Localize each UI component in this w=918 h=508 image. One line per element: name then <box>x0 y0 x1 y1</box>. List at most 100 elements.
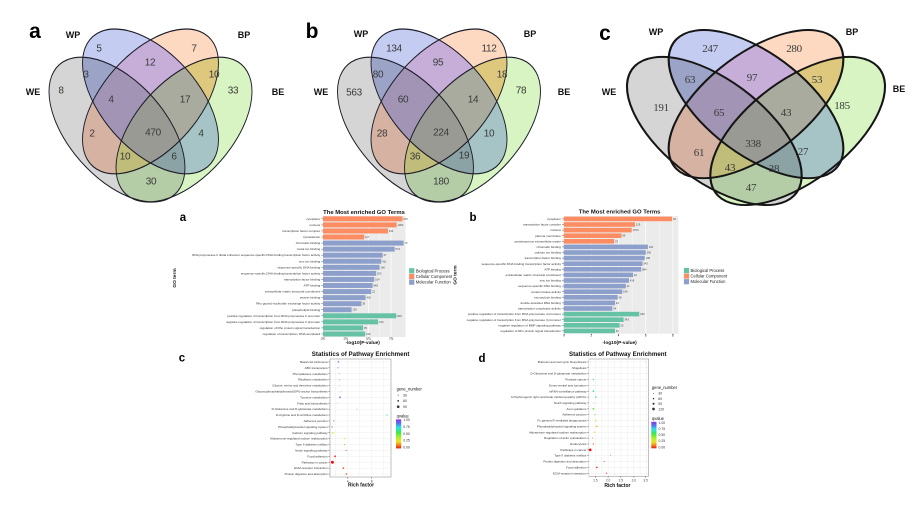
svg-text:GO term: GO term <box>172 268 178 287</box>
svg-text:Focal adhesion: Focal adhesion <box>307 454 328 458</box>
svg-text:Type II diabetes mellitus: Type II diabetes mellitus <box>554 454 587 458</box>
svg-text:216: 216 <box>366 332 371 336</box>
svg-text:Shigellosis: Shigellosis <box>572 366 587 370</box>
svg-text:2.0: 2.0 <box>606 479 611 483</box>
svg-text:0.00: 0.00 <box>659 445 666 449</box>
svg-text:BP: BP <box>238 30 251 40</box>
svg-text:Cellular Component: Cellular Component <box>416 274 453 279</box>
svg-text:d: d <box>478 353 485 365</box>
svg-text:203: 203 <box>377 271 382 275</box>
svg-text:30: 30 <box>658 392 662 396</box>
svg-text:regulation of transcription, D: regulation of transcription, DNA-templat… <box>263 332 321 336</box>
svg-text:0.00: 0.00 <box>403 446 410 450</box>
svg-text:protein kinase activity: protein kinase activity <box>531 290 561 294</box>
svg-text:313: 313 <box>379 320 384 324</box>
svg-text:36: 36 <box>410 152 421 163</box>
svg-text:132: 132 <box>389 229 394 233</box>
svg-text:30: 30 <box>146 177 157 188</box>
svg-text:976: 976 <box>403 217 408 221</box>
svg-text:1.00: 1.00 <box>659 421 666 425</box>
svg-text:280: 280 <box>786 43 802 55</box>
svg-text:Fatty acid biosynthesis: Fatty acid biosynthesis <box>297 401 328 405</box>
svg-text:98: 98 <box>619 295 622 299</box>
svg-text:75: 75 <box>615 239 618 243</box>
svg-text:Adherens junction: Adherens junction <box>304 419 328 423</box>
svg-text:10: 10 <box>209 70 220 81</box>
svg-text:nucleus: nucleus <box>550 228 561 232</box>
svg-text:8: 8 <box>672 334 674 338</box>
svg-text:Phosphatidylinositol signaling: Phosphatidylinositol signaling system <box>278 425 328 429</box>
svg-text:negative regulation of transcr: negative regulation of transcription fro… <box>226 320 320 324</box>
svg-text:chromatin binding: chromatin binding <box>536 245 561 249</box>
svg-text:103: 103 <box>649 245 654 249</box>
svg-text:41: 41 <box>627 284 630 288</box>
svg-text:1.5: 1.5 <box>593 479 598 483</box>
svg-text:60: 60 <box>398 95 409 106</box>
svg-text:5: 5 <box>96 44 102 55</box>
svg-text:Statistics of Pathway Enrichme: Statistics of Pathway Enrichment <box>312 351 410 358</box>
svg-text:BE: BE <box>893 84 906 94</box>
svg-text:1054: 1054 <box>397 223 403 227</box>
svg-text:24: 24 <box>616 301 619 305</box>
svg-text:Molecular Function: Molecular Function <box>416 280 452 285</box>
svg-text:Protein digestion and absorpti: Protein digestion and absorption <box>285 472 328 476</box>
svg-text:38: 38 <box>769 163 780 175</box>
svg-text:extracellular matrix structura: extracellular matrix structural constitu… <box>506 273 562 277</box>
svg-text:Phenylalanine metabolism: Phenylalanine metabolism <box>293 372 329 376</box>
svg-text:ECM-receptor interaction: ECM-receptor interaction <box>553 471 587 475</box>
svg-text:0.75: 0.75 <box>403 425 410 429</box>
svg-text:14: 14 <box>468 95 479 106</box>
svg-text:65: 65 <box>714 107 725 119</box>
svg-text:Protein digestion and absorpti: Protein digestion and absorption <box>543 460 586 464</box>
svg-text:D-Glutamine and D-glutamate me: D-Glutamine and D-glutamate metabolism <box>272 407 329 411</box>
svg-text:nucleus: nucleus <box>310 223 321 227</box>
svg-text:BE: BE <box>558 87 571 97</box>
svg-text:sequence-specific DNA binding: sequence-specific DNA binding <box>518 284 561 288</box>
svg-text:1.00: 1.00 <box>403 418 410 422</box>
svg-text:chromatin binding: chromatin binding <box>296 241 321 245</box>
svg-text:30: 30 <box>403 393 407 397</box>
svg-text:97: 97 <box>747 72 758 84</box>
svg-text:transcription factor binding: transcription factor binding <box>284 277 321 281</box>
svg-text:2: 2 <box>89 129 95 140</box>
svg-text:90: 90 <box>658 402 662 406</box>
svg-text:Rich factor: Rich factor <box>604 483 630 489</box>
svg-text:Butirosin and neomycin biosynt: Butirosin and neomycin biosynthesis <box>538 360 587 364</box>
svg-text:microtubule binding: microtubule binding <box>534 295 561 299</box>
svg-text:ABC transporters: ABC transporters <box>305 366 329 370</box>
svg-text:gene_number: gene_number <box>397 387 423 392</box>
svg-text:80: 80 <box>373 70 384 81</box>
svg-text:Biological Process: Biological Process <box>416 268 450 273</box>
svg-text:a: a <box>180 212 187 224</box>
svg-text:35: 35 <box>362 302 365 306</box>
svg-text:4: 4 <box>347 479 349 483</box>
svg-text:proteinaceous extracellular ma: proteinaceous extracellular matrix <box>515 239 562 243</box>
svg-text:regulation of Rho protein sign: regulation of Rho protein signal transdu… <box>500 329 561 333</box>
svg-text:411: 411 <box>382 259 387 263</box>
svg-text:3.5: 3.5 <box>643 479 648 483</box>
svg-text:Prostate cancer: Prostate cancer <box>565 378 586 382</box>
svg-text:306: 306 <box>397 314 402 318</box>
svg-text:The Most enriched GO Terms: The Most enriched GO Terms <box>323 210 405 216</box>
svg-text:Type II diabetes mellitus: Type II diabetes mellitus <box>295 443 328 447</box>
svg-text:183: 183 <box>640 312 645 316</box>
svg-text:Pathways in cancer: Pathways in cancer <box>302 460 328 464</box>
svg-text:b: b <box>306 20 319 43</box>
svg-text:19: 19 <box>459 151 470 162</box>
svg-text:22: 22 <box>634 273 637 277</box>
svg-text:D-Arginine and D-ornithine met: D-Arginine and D-ornithine metabolism <box>276 413 328 417</box>
svg-text:290: 290 <box>647 251 652 255</box>
svg-text:418: 418 <box>630 279 635 283</box>
svg-text:247: 247 <box>702 43 718 55</box>
svg-text:sequence-specific DNA binding: sequence-specific DNA binding transcript… <box>481 262 561 266</box>
svg-text:extracellular matrix structura: extracellular matrix structural constitu… <box>265 290 321 294</box>
svg-text:10: 10 <box>484 129 495 140</box>
svg-text:calcium ion binding: calcium ion binding <box>535 251 562 255</box>
svg-text:646: 646 <box>373 283 378 287</box>
svg-text:35: 35 <box>364 326 367 330</box>
svg-text:6: 6 <box>645 334 647 338</box>
svg-text:Calcium signaling pathway: Calcium signaling pathway <box>292 431 328 435</box>
svg-text:qvalue: qvalue <box>397 414 410 419</box>
svg-text:224: 224 <box>433 128 450 139</box>
svg-text:transcription factor complex: transcription factor complex <box>282 229 320 233</box>
